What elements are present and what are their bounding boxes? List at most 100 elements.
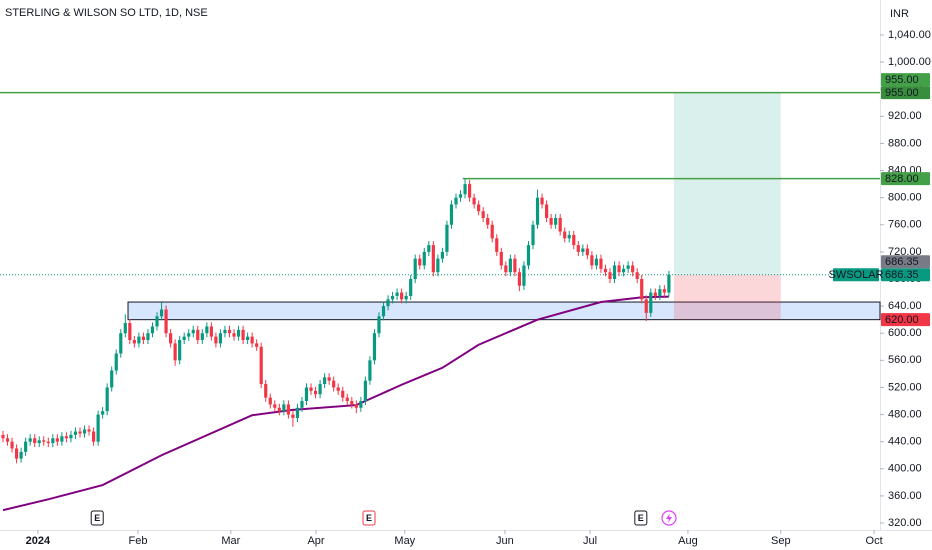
candle-body xyxy=(42,440,46,442)
x-tick-label: Jun xyxy=(496,535,514,547)
candle-body xyxy=(164,309,168,334)
candle-body xyxy=(209,326,213,337)
candle-body xyxy=(150,326,155,334)
y-tick-label: 360.00 xyxy=(888,490,922,502)
candle-body xyxy=(191,329,195,334)
candle-body xyxy=(576,245,580,252)
candle-body xyxy=(286,404,290,415)
candle-body xyxy=(653,292,657,296)
candle-body xyxy=(114,353,118,371)
price-badge-label: 828.00 xyxy=(885,173,919,185)
candle-body xyxy=(526,245,531,266)
candle-body xyxy=(341,390,345,398)
candle-body xyxy=(14,448,19,459)
candle-body xyxy=(449,204,454,225)
candle-body xyxy=(404,295,408,300)
candle-body xyxy=(119,333,123,354)
candle-body xyxy=(327,377,331,381)
candle-body xyxy=(567,234,571,239)
candle-body xyxy=(173,343,177,361)
dividend-icon xyxy=(666,513,672,523)
candle-body xyxy=(73,431,78,435)
candle-body xyxy=(649,292,653,313)
candle-body xyxy=(300,401,304,408)
y-tick-label: 920.00 xyxy=(888,110,922,122)
candle-body xyxy=(55,438,59,442)
candle-body xyxy=(612,265,617,279)
candle-body xyxy=(522,265,526,286)
candle-body xyxy=(155,316,159,327)
candle-body xyxy=(359,401,363,408)
candle-body xyxy=(390,295,395,300)
candle-body xyxy=(454,197,458,205)
candle-body xyxy=(608,272,612,279)
y-tick-label: 560.00 xyxy=(888,354,922,366)
candle-body xyxy=(508,258,512,273)
candle-body xyxy=(19,451,23,459)
candle-body xyxy=(51,438,55,444)
candle-body xyxy=(422,251,426,266)
y-tick-label: 1,040.00 xyxy=(888,29,931,41)
support-zone xyxy=(127,301,881,321)
currency: INR xyxy=(890,8,909,20)
candle-body xyxy=(549,217,553,225)
y-tick-label: 320.00 xyxy=(888,517,922,529)
chart-title: STERLING & WILSON SO LTD, 1D, NSE xyxy=(5,7,208,19)
y-tick-label: 440.00 xyxy=(888,436,922,448)
candle-body xyxy=(110,370,114,388)
candle-body xyxy=(295,407,300,418)
candle-body xyxy=(517,272,522,286)
candle-body xyxy=(205,326,209,334)
y-tick-label: 880.00 xyxy=(888,137,922,149)
candle-body xyxy=(236,329,241,337)
candle-body xyxy=(28,438,32,442)
y-tick-label: 720.00 xyxy=(888,246,922,258)
x-tick-label: Oct xyxy=(866,535,883,547)
candle-body xyxy=(436,258,440,273)
candle-body xyxy=(1,434,5,439)
candle-body xyxy=(123,323,127,334)
candle-body xyxy=(368,360,372,381)
candle-body xyxy=(590,255,594,266)
candle-body xyxy=(554,217,558,225)
y-tick-label: 400.00 xyxy=(888,463,922,475)
candle-body xyxy=(458,194,463,198)
candle-body xyxy=(227,329,232,334)
x-tick-label: Feb xyxy=(128,535,147,547)
candle-body xyxy=(318,384,322,395)
candle-body xyxy=(386,299,390,307)
candle-body xyxy=(313,390,318,395)
candle-body xyxy=(69,434,73,439)
candle-body xyxy=(5,438,10,442)
candle-body xyxy=(585,248,589,256)
candle-body xyxy=(101,411,105,415)
candle-body xyxy=(603,268,608,273)
candle-body xyxy=(105,387,109,412)
candle-body xyxy=(463,184,467,195)
candle-body xyxy=(332,380,336,388)
price-badge xyxy=(881,255,930,269)
candle-body xyxy=(255,343,259,347)
candle-body xyxy=(431,245,435,273)
candle-body xyxy=(427,245,431,252)
price-badge-label: 620.00 xyxy=(885,314,919,326)
candle-body xyxy=(46,441,50,444)
candle-body xyxy=(544,204,549,218)
candle-body xyxy=(354,404,358,408)
price-badge-label: 686.35 xyxy=(885,269,919,281)
candle-body xyxy=(635,272,639,279)
candle-body xyxy=(200,333,204,341)
candle-body xyxy=(37,440,41,444)
x-tick-label: Jul xyxy=(583,535,597,547)
candle-body xyxy=(268,397,272,405)
price-badge-label: 955.00 xyxy=(885,87,919,99)
price-badge xyxy=(881,86,930,100)
candle-body xyxy=(599,258,603,269)
candle-body xyxy=(146,333,150,341)
candle-body xyxy=(323,377,327,385)
candle-body xyxy=(178,340,182,361)
candle-body xyxy=(504,265,508,273)
candle-body xyxy=(400,292,404,300)
event-label: E xyxy=(94,513,100,523)
